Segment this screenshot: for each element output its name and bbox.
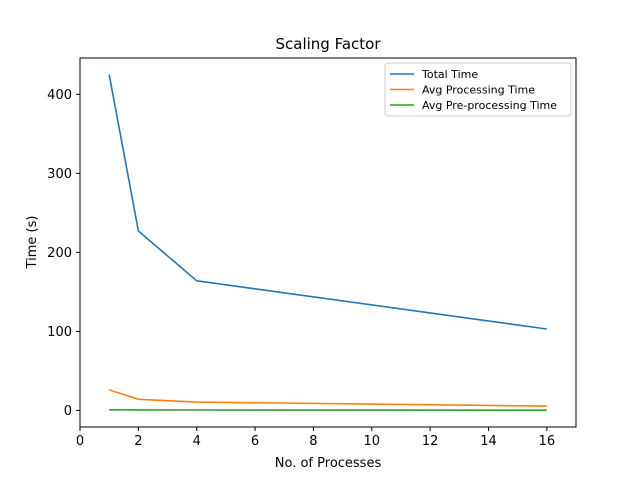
chart-title: Scaling Factor xyxy=(275,35,381,53)
legend-label-total-time: Total Time xyxy=(421,68,478,81)
x-tick-label: 10 xyxy=(363,434,380,449)
legend-box xyxy=(384,62,572,117)
legend-label-avg-processing-time: Avg Processing Time xyxy=(422,84,535,97)
x-tick-label: 0 xyxy=(76,434,84,449)
x-tick-label: 2 xyxy=(134,434,142,449)
series-group xyxy=(108,74,547,412)
plot-background xyxy=(80,58,576,427)
plot-frame xyxy=(79,57,577,428)
y-axis-label: Time (s) xyxy=(25,216,40,270)
x-tick-label: 12 xyxy=(422,434,439,449)
y-axis-ticks: 0 100 200 300 400 xyxy=(47,88,80,419)
legend-label-avg-pre-processing-time: Avg Pre-processing Time xyxy=(422,99,557,112)
y-tick-label: 300 xyxy=(47,167,72,182)
x-tick-label: 6 xyxy=(251,434,259,449)
x-tick-label: 4 xyxy=(193,434,201,449)
series-line-avg-processing-time xyxy=(108,389,547,407)
y-tick-label: 200 xyxy=(47,246,72,261)
legend: Total Time Avg Processing Time Avg Pre-pro… xyxy=(384,62,572,117)
y-tick-label: 0 xyxy=(64,404,72,419)
y-tick-label: 400 xyxy=(47,88,72,103)
plot-area xyxy=(79,57,577,428)
x-axis-ticks: 0 2 4 6 8 10 12 14 16 xyxy=(76,427,555,449)
x-tick-label: 14 xyxy=(480,434,497,449)
series-line-total-time xyxy=(108,74,547,330)
x-axis-label: No. of Processes xyxy=(275,456,382,471)
x-tick-label: 16 xyxy=(539,434,556,449)
y-tick-label: 100 xyxy=(47,325,72,340)
x-tick-label: 8 xyxy=(309,434,317,449)
